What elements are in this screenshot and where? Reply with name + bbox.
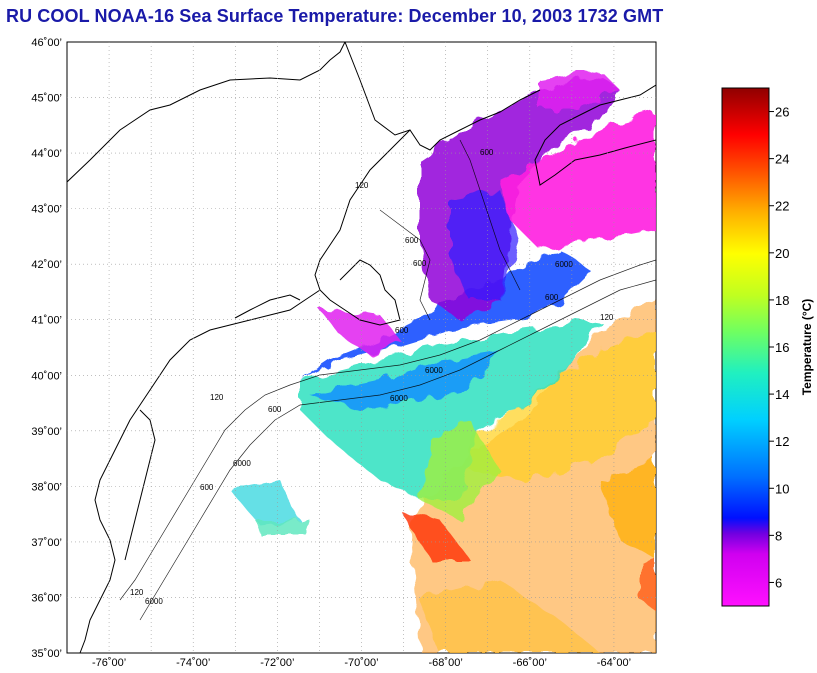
- colorbar-tick-label: 24: [775, 152, 789, 167]
- colorbar-tick-label: 10: [775, 481, 789, 496]
- contour-depth-label: 6000: [233, 459, 251, 468]
- contour-depth-label: 600: [413, 259, 427, 268]
- colorbar-tick-label: 6: [775, 575, 782, 590]
- colorbar-gradient: [721, 87, 770, 607]
- latitude-tick-label: 44˚00’: [31, 148, 62, 160]
- contour-depth-label: 600: [395, 326, 409, 335]
- contour-depth-label: 6000: [555, 260, 573, 269]
- latitude-tick-label: 38˚00’: [31, 481, 62, 493]
- latitude-tick-label: 35˚00’: [31, 648, 62, 660]
- contour-depth-label: 120: [210, 393, 224, 402]
- latitude-tick-label: 37˚00’: [31, 537, 62, 549]
- colorbar-tick-label: 26: [775, 105, 789, 120]
- contour-depth-label: 6000: [425, 366, 443, 375]
- colorbar-tick-label: 22: [775, 199, 789, 214]
- contour-depth-label: 600: [268, 405, 282, 414]
- coastline: [67, 42, 656, 653]
- sst-field: [230, 70, 656, 653]
- contour-depth-label: 600: [200, 483, 214, 492]
- longitude-tick-label: -68˚00’: [429, 657, 463, 669]
- contour-depth-label: 600: [545, 293, 559, 302]
- colorbar-ticks: 26 24 22 20 18 16 14 12 10 8 6: [769, 105, 789, 590]
- longitude-labels: -76˚00’ -74˚00’ -72˚00’ -70˚00’ -68˚00’ -66˚0…: [92, 657, 631, 669]
- contour-depth-label: 600: [480, 148, 494, 157]
- longitude-tick-label: -74˚00’: [176, 657, 210, 669]
- longitude-tick-label: -66˚00’: [513, 657, 547, 669]
- latitude-tick-label: 43˚00’: [31, 204, 62, 216]
- longitude-tick-label: -76˚00’: [92, 657, 126, 669]
- latitude-labels: 46˚00’ 45˚00’ 44˚00’ 43˚00’ 42˚00’ 41˚00’ 40˚0…: [31, 37, 62, 660]
- contour-depth-label: 120: [600, 313, 614, 322]
- longitude-tick-label: -72˚00’: [260, 657, 294, 669]
- contour-depth-label: 6000: [390, 394, 408, 403]
- latitude-tick-label: 40˚00’: [31, 370, 62, 382]
- colorbar-tick-label: 20: [775, 246, 789, 261]
- colorbar-title: Temperature (°C): [800, 299, 814, 396]
- contour-depth-label: 120: [355, 181, 369, 190]
- latitude-tick-label: 45˚00’: [31, 93, 62, 105]
- latitude-tick-label: 39˚00’: [31, 426, 62, 438]
- contour-depth-label: 6000: [145, 597, 163, 606]
- latitude-tick-label: 46˚00’: [31, 37, 62, 49]
- latitude-tick-label: 41˚00’: [31, 315, 62, 327]
- latitude-tick-label: 36˚00’: [31, 592, 62, 604]
- page-title: RU COOL NOAA-16 Sea Surface Temperature:…: [6, 6, 664, 26]
- contour-labels: 1206006000600600600060060001206006000120…: [130, 148, 614, 606]
- colorbar-tick-label: 14: [775, 387, 789, 402]
- longitude-tick-label: -70˚00’: [344, 657, 378, 669]
- bathymetry-contours: [119, 139, 656, 621]
- colorbar-tick-label: 12: [775, 434, 789, 449]
- colorbar-tick-label: 16: [775, 340, 789, 355]
- contour-depth-label: 120: [130, 588, 144, 597]
- contour-depth-label: 600: [405, 236, 419, 245]
- colorbar: [721, 87, 770, 607]
- colorbar-tick-label: 8: [775, 528, 782, 543]
- colorbar-tick-label: 18: [775, 293, 789, 308]
- longitude-tick-label: -64˚00’: [597, 657, 631, 669]
- latitude-tick-label: 42˚00’: [31, 259, 62, 271]
